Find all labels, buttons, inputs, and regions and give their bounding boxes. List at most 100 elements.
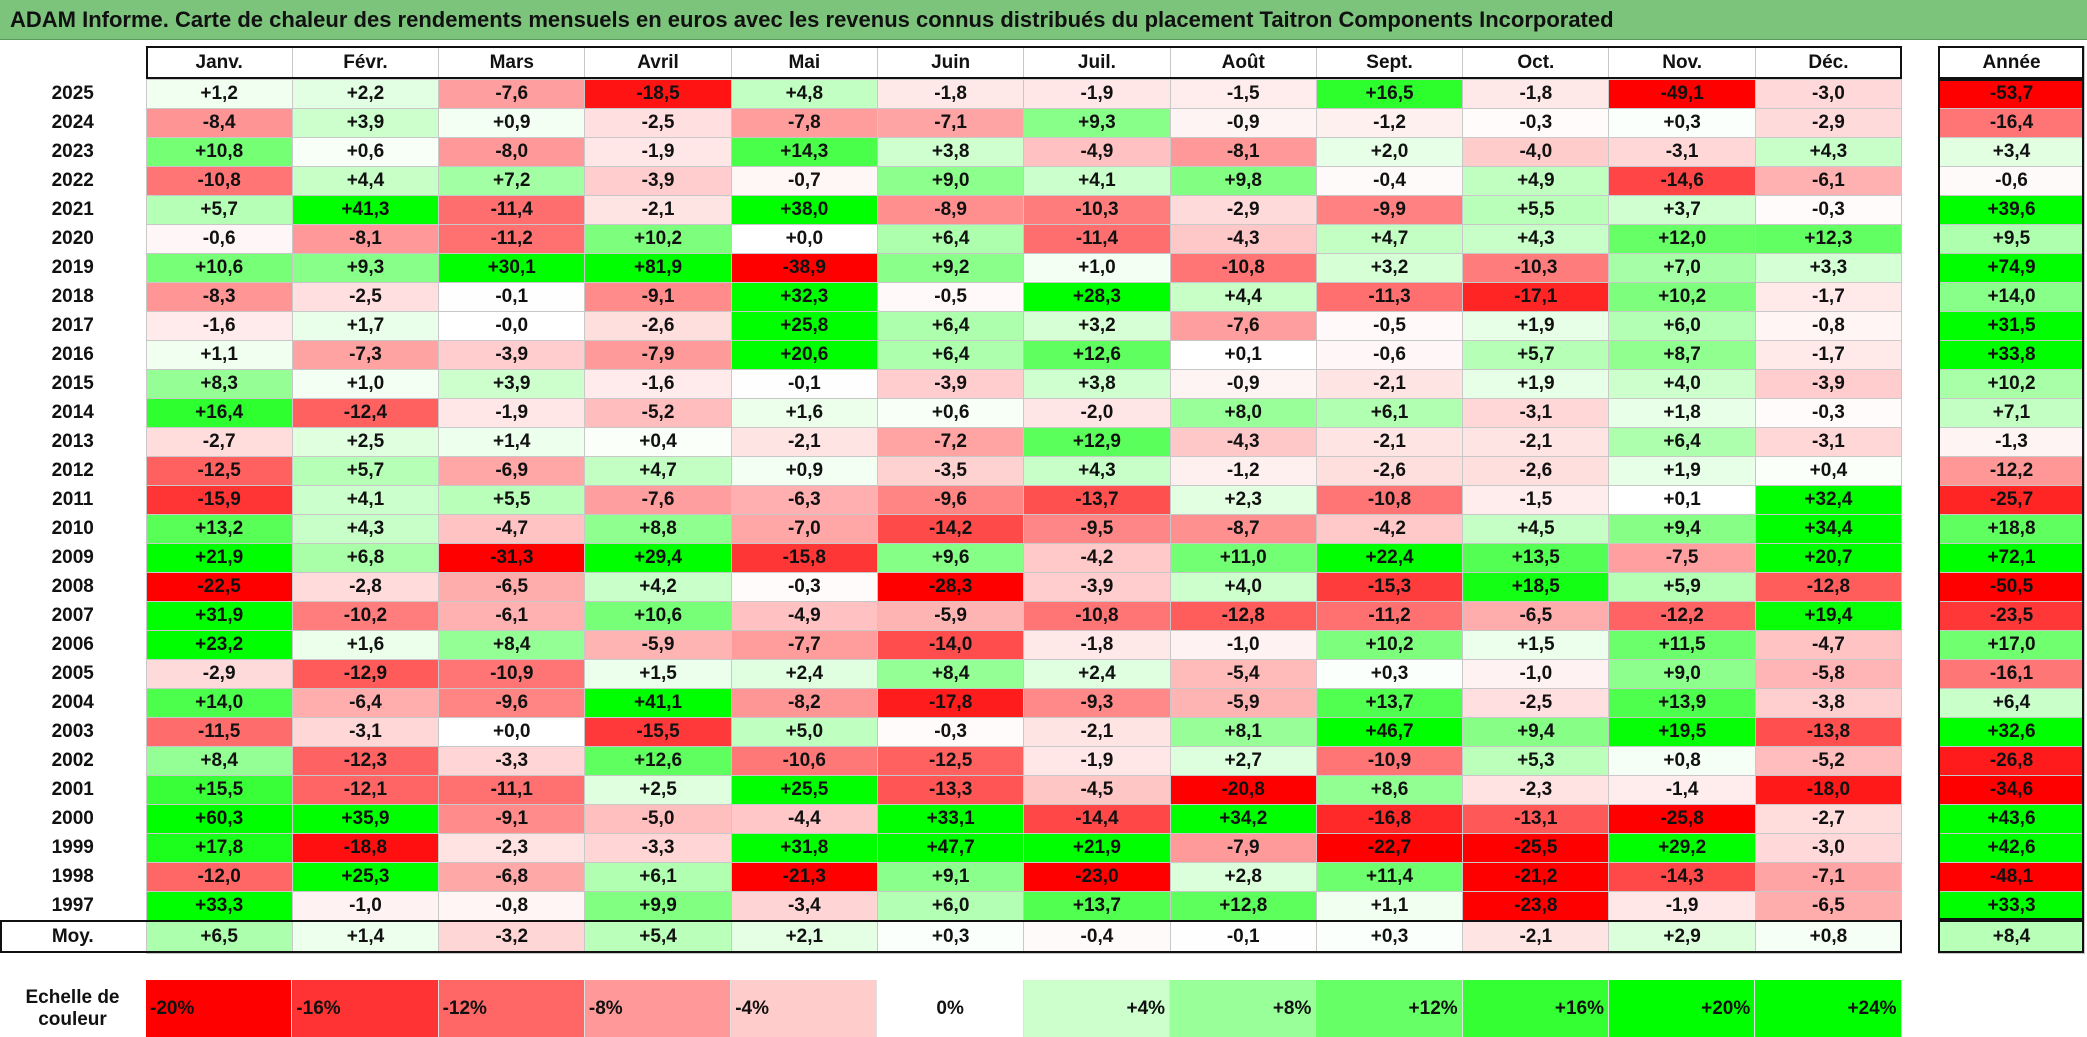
heatmap-cell: +3,2 <box>1023 311 1171 341</box>
heatmap-cell: -0,7 <box>730 166 878 196</box>
average-cell: -0,4 <box>1023 920 1171 954</box>
heatmap-cell: +12,6 <box>584 746 732 776</box>
average-cell: +5,4 <box>584 920 732 954</box>
heatmap-cell: +9,3 <box>1023 108 1171 138</box>
annual-header: Année <box>1938 46 2085 80</box>
heatmap-cell: +3,7 <box>1608 195 1756 225</box>
average-cell: -0,1 <box>1169 920 1317 954</box>
heatmap-cell: -16,8 <box>1315 804 1464 834</box>
heatmap-cell: -18,0 <box>1754 775 1903 805</box>
heatmap-cell: +22,4 <box>1315 543 1464 573</box>
heatmap-cell: +7,2 <box>438 166 586 196</box>
heatmap-cell: -3,3 <box>438 746 586 776</box>
heatmap-cell: +4,1 <box>291 485 440 515</box>
heatmap-cell: +18,5 <box>1462 572 1610 602</box>
heatmap-cell: -3,1 <box>1754 427 1903 457</box>
year-row: 2025 +1,2 +2,2 -7,6 -18,5 +4,8 -1,8 -1,9 -1,5 +16… <box>0 79 1903 109</box>
heatmap-cell: -9,5 <box>1023 514 1171 544</box>
annual-cell: +7,1 <box>1938 398 2085 428</box>
heatmap-cell: -12,8 <box>1754 572 1903 602</box>
heatmap-cell: -1,5 <box>1462 485 1610 515</box>
color-scale-label: Echelle de couleur <box>25 986 120 1030</box>
heatmap-cell: -49,1 <box>1608 79 1756 109</box>
heatmap-cell: +4,7 <box>584 456 732 486</box>
year-row: 2014 +16,4 -12,4 -1,9 -5,2 +1,6 +0,6 -2,0 +8,0 +6… <box>0 398 1903 428</box>
heatmap-cell: -1,9 <box>1023 79 1171 109</box>
heatmap-cell: +4,8 <box>730 79 878 109</box>
annual-row: +7,1 <box>1938 398 2085 428</box>
heatmap-cell: +1,5 <box>584 659 732 689</box>
heatmap-cell: +14,0 <box>145 688 293 718</box>
heatmap-cell: -0,6 <box>1315 340 1464 370</box>
heatmap-cell: -3,1 <box>291 717 440 747</box>
year-label: 2015 <box>0 369 146 399</box>
heatmap-cell: +4,4 <box>1169 282 1317 312</box>
color-scale-legend: -20% -16% -12% -8% -4% 0% +4% +8% +12% +16% +20% +2… <box>146 980 1902 1037</box>
heatmap-cell: +9,3 <box>291 253 440 283</box>
heatmap-cell: -0,9 <box>1169 369 1317 399</box>
year-row: 2006 +23,2 +1,6 +8,4 -5,9 -7,7 -14,0 -1,8 -1,0 +1… <box>0 630 1903 660</box>
average-cell: -2,1 <box>1462 920 1610 954</box>
annual-cell: -16,1 <box>1938 659 2085 689</box>
heatmap-cell: -0,9 <box>1169 108 1317 138</box>
heatmap-cell: -18,5 <box>584 79 732 109</box>
heatmap-cell: +5,9 <box>1608 572 1756 602</box>
heatmap-cell: -1,9 <box>438 398 586 428</box>
heatmap-cell: -9,3 <box>1023 688 1171 718</box>
heatmap-cell: -11,4 <box>438 195 586 225</box>
annual-cell: -48,1 <box>1938 862 2085 892</box>
heatmap-cell: +8,4 <box>145 746 293 776</box>
heatmap-cell: -12,1 <box>291 775 440 805</box>
heatmap-cell: -3,8 <box>1754 688 1903 718</box>
heatmap-cell: -2,1 <box>1315 369 1464 399</box>
month-header: Déc. <box>1754 46 1903 80</box>
heatmap-cell: +1,5 <box>1462 630 1610 660</box>
heatmap-cell: -15,5 <box>584 717 732 747</box>
heatmap-cell: -8,1 <box>1169 137 1317 167</box>
month-header: Févr. <box>291 46 440 80</box>
annual-cell: -26,8 <box>1938 746 2085 776</box>
annual-cell: -16,4 <box>1938 108 2085 138</box>
heatmap-cell: +41,1 <box>584 688 732 718</box>
heatmap-cell: -0,5 <box>876 282 1025 312</box>
year-row: 2009 +21,9 +6,8 -31,3 +29,4 -15,8 +9,6 -4,2 +11,… <box>0 543 1903 573</box>
heatmap-cell: +1,0 <box>291 369 440 399</box>
heatmap-cell: +6,4 <box>876 311 1025 341</box>
month-header: Mai <box>730 46 878 80</box>
heatmap-cell: -5,4 <box>1169 659 1317 689</box>
heatmap-cell: +1,7 <box>291 311 440 341</box>
heatmap-cell: -4,2 <box>1023 543 1171 573</box>
heatmap-cell: -2,7 <box>145 427 293 457</box>
heatmap-cell: -0,1 <box>438 282 586 312</box>
report-title: ADAM Informe. Carte de chaleur des rende… <box>10 7 1614 32</box>
heatmap-cell: -2,9 <box>1754 108 1903 138</box>
color-scale-swatch: +24% <box>1755 980 1902 1037</box>
month-header: Janv. <box>145 46 293 80</box>
heatmap-cell: +13,5 <box>1462 543 1610 573</box>
heatmap-cell: -14,6 <box>1608 166 1756 196</box>
heatmap-cell: -4,7 <box>1754 630 1903 660</box>
annual-returns-table: Année -53,7 -16,4 +3,4 -0,6 +39,6 +9,5 +74,9 +14… <box>1938 46 2085 954</box>
heatmap-cell: +46,7 <box>1315 717 1464 747</box>
heatmap-cell: +33,1 <box>876 804 1025 834</box>
heatmap-cell: +1,0 <box>1023 253 1171 283</box>
month-header: Nov. <box>1608 46 1756 80</box>
heatmap-cell: +2,4 <box>1023 659 1171 689</box>
color-scale-swatch: +4% <box>1023 980 1171 1037</box>
average-cell: +0,3 <box>1315 920 1464 954</box>
heatmap-cell: +2,5 <box>291 427 440 457</box>
heatmap-cell: -10,9 <box>1315 746 1464 776</box>
heatmap-cell: +8,8 <box>584 514 732 544</box>
heatmap-cell: -9,6 <box>876 485 1025 515</box>
heatmap-cell: -0,3 <box>876 717 1025 747</box>
heatmap-cell: +20,7 <box>1754 543 1903 573</box>
heatmap-cell: +32,4 <box>1754 485 1903 515</box>
heatmap-cell: -12,4 <box>291 398 440 428</box>
heatmap-cell: +2,0 <box>1315 137 1464 167</box>
annual-cell: -1,3 <box>1938 427 2085 457</box>
year-row: 2023 +10,8 +0,6 -8,0 -1,9 +14,3 +3,8 -4,9 -8,1 +2… <box>0 137 1903 167</box>
heatmap-cell: +4,5 <box>1462 514 1610 544</box>
heatmap-cell: +21,9 <box>145 543 293 573</box>
heatmap-cell: -8,4 <box>145 108 293 138</box>
heatmap-cell: -10,6 <box>730 746 878 776</box>
